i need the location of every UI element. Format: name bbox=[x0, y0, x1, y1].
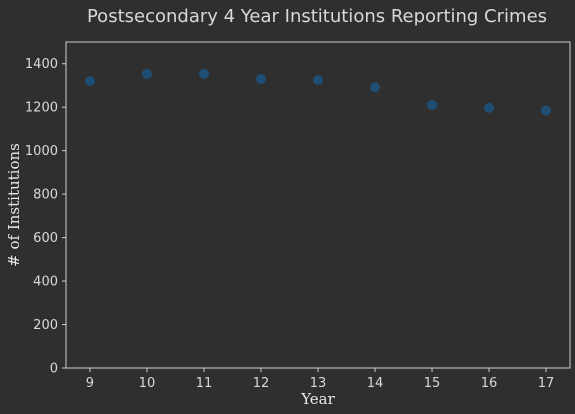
y-axis-ticks: 0 200 400 600 800 1000 1200 1400 bbox=[25, 57, 66, 377]
data-point bbox=[541, 105, 552, 116]
x-tick-label: 13 bbox=[310, 376, 327, 391]
x-tick-label: 15 bbox=[424, 376, 441, 391]
y-tick-label: 1400 bbox=[25, 57, 58, 72]
data-point bbox=[313, 75, 323, 86]
data-points bbox=[84, 68, 552, 116]
data-point bbox=[427, 100, 438, 111]
x-tick-label: 17 bbox=[538, 376, 555, 391]
data-point bbox=[84, 76, 95, 87]
data-point bbox=[370, 82, 381, 93]
x-tick-label: 9 bbox=[86, 376, 94, 391]
y-tick-label: 600 bbox=[33, 231, 58, 246]
y-tick-label: 400 bbox=[33, 275, 58, 290]
chart-title: Postsecondary 4 Year Institutions Report… bbox=[87, 6, 547, 27]
x-tick-label: 16 bbox=[481, 376, 498, 391]
x-axis-label: Year bbox=[300, 390, 335, 408]
y-axis-label: # of Institutions bbox=[5, 143, 23, 267]
x-axis-ticks: 9 10 11 12 13 14 15 16 17 bbox=[86, 368, 555, 391]
y-tick-label: 800 bbox=[33, 188, 58, 203]
data-point bbox=[484, 102, 495, 113]
data-point bbox=[198, 68, 209, 79]
data-point bbox=[255, 73, 266, 84]
data-point bbox=[141, 68, 152, 79]
x-tick-label: 10 bbox=[139, 376, 156, 391]
x-tick-label: 11 bbox=[196, 376, 213, 391]
y-tick-label: 0 bbox=[50, 362, 58, 377]
x-tick-label: 12 bbox=[253, 376, 270, 391]
y-tick-label: 200 bbox=[33, 318, 58, 333]
x-tick-label: 14 bbox=[367, 376, 384, 391]
y-tick-label: 1000 bbox=[25, 144, 58, 159]
plot-area-frame bbox=[65, 41, 571, 369]
y-tick-label: 1200 bbox=[25, 101, 58, 116]
